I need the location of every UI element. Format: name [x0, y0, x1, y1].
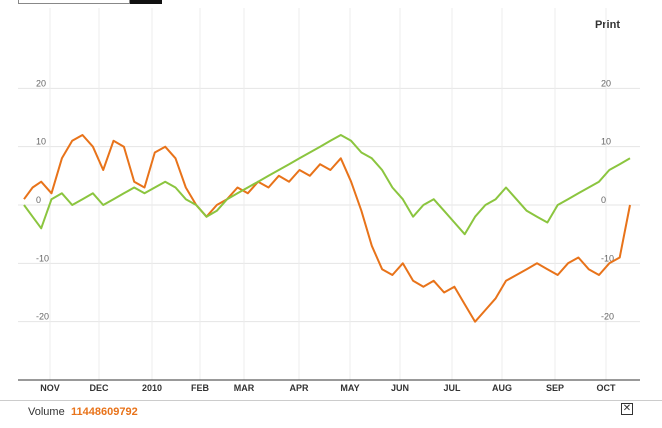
y-tick-label-right: -20	[601, 312, 614, 322]
y-tick-label-right: 10	[601, 137, 611, 147]
x-tick-label: MAR	[234, 383, 255, 393]
y-axis-left: 20 10 0 -10 -20	[36, 78, 49, 321]
y-tick-label-left: -20	[36, 312, 49, 322]
y-tick-label-left: 10	[36, 137, 46, 147]
y-tick-label-left: -10	[36, 253, 49, 263]
x-tick-label: FEB	[191, 383, 210, 393]
x-tick-label: AUG	[492, 383, 512, 393]
volume-value: 11448609792	[71, 406, 138, 418]
symbol-input[interactable]	[18, 0, 130, 4]
chart-series	[23, 134, 631, 323]
y-tick-label-right: 20	[601, 78, 611, 88]
x-tick-label: 2010	[142, 383, 162, 393]
x-tick-label: MAY	[340, 383, 359, 393]
series-line-2	[23, 134, 631, 236]
y-tick-label-left: 20	[36, 78, 46, 88]
x-tick-label: JUL	[443, 383, 461, 393]
series-line-1	[23, 134, 631, 323]
volume-bar: Volume 11448609792 ✕	[0, 400, 662, 428]
volume-label: Volume	[28, 406, 65, 418]
x-tick-label: OCT	[597, 383, 617, 393]
x-axis: NOV DEC 2010 FEB MAR APR MAY JUN JUL AUG SEP OCT	[40, 383, 616, 393]
x-tick-label: JUN	[391, 383, 409, 393]
x-tick-label: SEP	[546, 383, 564, 393]
close-icon[interactable]: ✕	[621, 403, 633, 415]
y-tick-label-right: -10	[601, 253, 614, 263]
y-tick-label-left: 0	[36, 195, 41, 205]
x-tick-label: DEC	[89, 383, 109, 393]
x-tick-label: APR	[289, 383, 309, 393]
go-button[interactable]	[130, 0, 162, 4]
y-axis-right: 20 10 0 -10 -20	[601, 78, 614, 321]
y-tick-label-right: 0	[601, 195, 606, 205]
print-link[interactable]: Print	[594, 19, 620, 31]
x-tick-label: NOV	[40, 383, 60, 393]
chart-grid	[18, 8, 640, 380]
